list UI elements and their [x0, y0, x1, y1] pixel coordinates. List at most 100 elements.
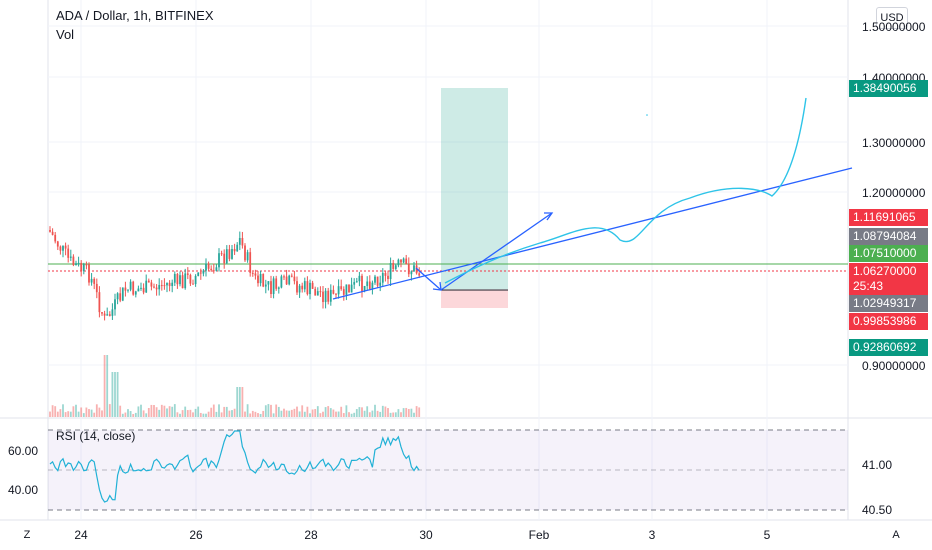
candle-body [241, 238, 244, 246]
volume-bar [228, 410, 231, 417]
down-arrow-line[interactable] [415, 267, 442, 291]
rsi-right-tick-1: 41.00 [862, 458, 893, 472]
volume-bar [192, 412, 194, 417]
volume-bar [311, 409, 314, 417]
volume-bar [405, 407, 408, 417]
currency-button[interactable]: USD [876, 7, 908, 29]
candle-body [150, 282, 153, 287]
volume-bar [137, 406, 140, 417]
candle-body [184, 273, 187, 289]
volume-bar [176, 412, 179, 417]
candle-body [85, 264, 88, 266]
auto-scale-button[interactable]: A [892, 529, 900, 541]
candle-body [389, 263, 392, 280]
zoom-reset-button[interactable]: Z [23, 529, 31, 541]
volume-bar [231, 410, 233, 417]
candle-body [75, 263, 77, 266]
volume-bar [381, 405, 384, 417]
arrow-line[interactable] [440, 212, 553, 291]
volume-bar [290, 409, 293, 417]
candle-body [197, 272, 200, 276]
volume-bar [220, 412, 223, 417]
trend-line[interactable] [332, 167, 853, 300]
candle-body [400, 259, 402, 263]
projection-curve[interactable] [444, 97, 807, 284]
volume-label[interactable]: Vol [56, 27, 75, 42]
time-label-28: 28 [304, 528, 318, 542]
volume-bar [88, 409, 90, 417]
candle-body [290, 275, 293, 277]
candle-body [410, 271, 413, 275]
volume-bar [67, 411, 70, 417]
volume-bar [363, 410, 366, 417]
projection-dot [646, 114, 648, 116]
volume-bar [75, 404, 77, 417]
candle-body [67, 248, 70, 258]
volume-bar [129, 411, 132, 417]
candle-body [345, 284, 348, 295]
candle-body [49, 230, 51, 232]
candle-body [366, 281, 369, 287]
rsi-legend[interactable]: RSI (14, close) [56, 429, 136, 443]
volume-bar [327, 406, 330, 417]
candle-body [103, 313, 106, 316]
candle-body [244, 245, 246, 261]
volume-bar [397, 409, 400, 417]
volume-bar [168, 406, 171, 417]
candle-body [142, 287, 145, 293]
candle-body [192, 283, 194, 285]
candle-body [147, 280, 150, 283]
volume-bar [59, 409, 62, 417]
stop-zone[interactable] [441, 290, 508, 308]
volume-bar [384, 406, 387, 417]
volume-bar [241, 387, 244, 417]
volume-bar [413, 412, 415, 417]
volume-bar [153, 405, 155, 417]
candle-body [337, 286, 340, 295]
volume-bar [275, 404, 278, 417]
volume-bar [114, 372, 116, 417]
volume-bar [361, 407, 363, 417]
volume-bar [223, 406, 226, 417]
candle-body [116, 293, 119, 300]
candle-body [153, 286, 155, 288]
volume-bar [407, 408, 410, 417]
volume-bar [132, 413, 135, 417]
volume-bar [374, 404, 376, 417]
candle-body [108, 314, 111, 316]
symbol-title[interactable]: ADA / Dollar, 1h, BITFINEX [56, 8, 214, 23]
candle-body [363, 286, 366, 292]
volume-bar [394, 412, 397, 417]
target-zone[interactable] [441, 88, 508, 289]
candle-body [210, 268, 213, 271]
volume-bar [314, 409, 317, 417]
volume-bar [207, 411, 210, 417]
candle-body [56, 241, 59, 247]
candle-body [309, 282, 311, 295]
candle-body [114, 299, 116, 310]
candle-body [311, 282, 314, 289]
volume-bar [155, 407, 158, 417]
volume-bar [389, 412, 392, 417]
candle-body [179, 275, 181, 285]
volume-bar [236, 387, 239, 417]
candle-body [332, 289, 335, 294]
rsi-line[interactable] [49, 430, 420, 503]
volume-bar [166, 408, 168, 417]
volume-bar [400, 412, 402, 417]
candle-body [324, 290, 327, 303]
low-price-tag: 0.92860692 [849, 339, 928, 356]
volume-bar [106, 355, 109, 417]
candle-body [257, 275, 259, 284]
volume-bar [160, 404, 163, 417]
volume-bar [371, 410, 374, 417]
candle-body [173, 273, 176, 283]
candle-body [129, 281, 132, 290]
candle-body [69, 256, 72, 258]
candle-body [155, 287, 158, 290]
volume-bar [392, 412, 395, 417]
volume-bar [293, 408, 296, 417]
candle-body [82, 264, 85, 272]
